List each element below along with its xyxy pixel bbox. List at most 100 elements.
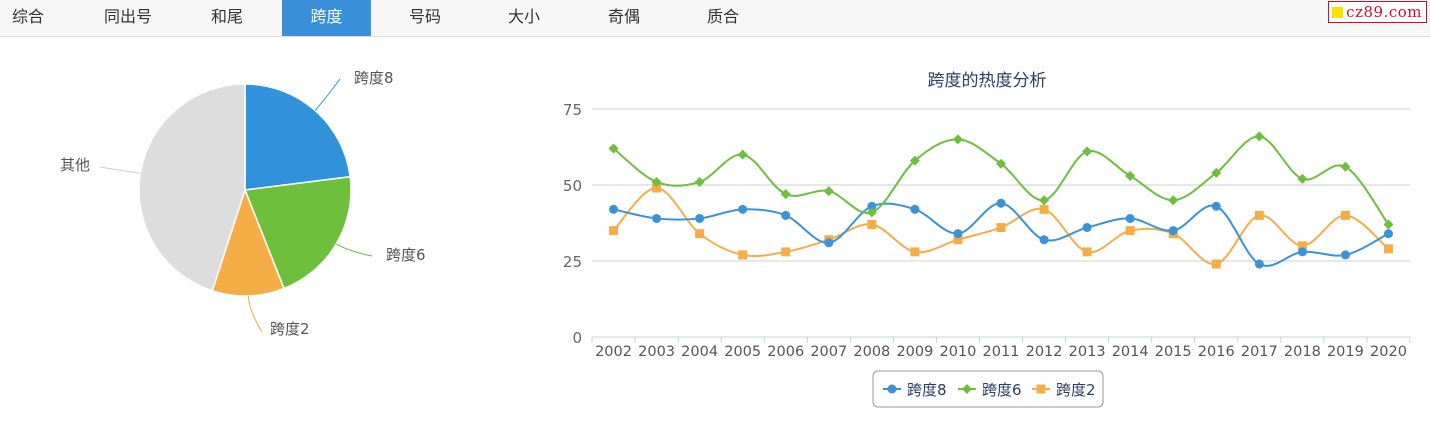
point-span2[interactable] (1039, 204, 1049, 214)
y-tick-label: 50 (563, 177, 582, 195)
legend-item-span6[interactable]: 跨度6 (958, 381, 1022, 399)
legend-item-span8[interactable]: 跨度8 (883, 381, 947, 399)
tab-sum-tail[interactable]: 和尾 (210, 7, 243, 26)
point-span6[interactable] (1254, 131, 1265, 142)
point-span8[interactable] (1168, 226, 1178, 236)
tab-same-number[interactable]: 同出号 (103, 7, 152, 26)
point-span6[interactable] (909, 155, 920, 166)
point-span2[interactable] (1340, 210, 1350, 220)
point-span2[interactable] (1125, 226, 1135, 236)
point-span8[interactable] (695, 213, 705, 223)
point-span6[interactable] (996, 158, 1006, 169)
point-span2[interactable] (738, 250, 748, 260)
point-span8[interactable] (996, 198, 1006, 208)
legend-marker-span6[interactable] (962, 384, 972, 394)
pie-slice-span8[interactable] (244, 83, 352, 191)
tab-number[interactable]: 号码 (408, 7, 441, 26)
brand-logo[interactable]: cz89.com (1328, 1, 1427, 23)
x-tick-label: 2013 (1069, 344, 1106, 360)
point-span6[interactable] (608, 143, 619, 154)
point-span8[interactable] (824, 238, 834, 248)
point-span2[interactable] (781, 247, 791, 257)
x-tick-label: 2006 (767, 344, 804, 360)
point-span2[interactable] (1383, 244, 1393, 254)
pie-connector-span8 (314, 78, 341, 111)
point-span6[interactable] (780, 189, 791, 200)
chart-title: 跨度的热度分析 (928, 71, 1047, 91)
point-span8[interactable] (609, 204, 619, 214)
legend-marker-span8[interactable] (887, 384, 897, 394)
point-span8[interactable] (652, 213, 662, 223)
point-span8[interactable] (738, 204, 748, 214)
x-tick-label: 2017 (1241, 344, 1278, 360)
x-tick-label: 2010 (939, 344, 976, 360)
point-span2[interactable] (1082, 247, 1092, 257)
pie-chart: 跨度8 跨度6 跨度2 其他 (60, 69, 426, 338)
point-span6[interactable] (952, 134, 963, 145)
x-tick-label: 2007 (810, 344, 847, 360)
tab-prime-composite[interactable]: 质合 (706, 7, 739, 26)
legend-label: 跨度8 (907, 381, 947, 399)
point-span6[interactable] (866, 207, 877, 218)
point-span2[interactable] (1211, 259, 1221, 269)
point-span8[interactable] (1340, 250, 1350, 260)
point-span2[interactable] (996, 223, 1006, 233)
x-tick-label: 2016 (1198, 344, 1235, 360)
point-span6[interactable] (1211, 167, 1222, 178)
point-span2[interactable] (609, 226, 619, 236)
point-span8[interactable] (1297, 247, 1307, 257)
pie-slice-span6[interactable] (243, 175, 352, 290)
y-tick-label: 25 (563, 253, 582, 271)
point-span6[interactable] (1297, 173, 1308, 184)
tab-big-small[interactable]: 大小 (507, 7, 540, 26)
point-span8[interactable] (1039, 235, 1049, 245)
x-tick-label: 2003 (638, 344, 675, 360)
x-tick-label: 2002 (595, 344, 632, 360)
x-tick-label: 2008 (853, 344, 890, 360)
point-span8[interactable] (1254, 259, 1264, 269)
tab-odd-even[interactable]: 奇偶 (607, 7, 640, 26)
tab-overview[interactable]: 综合 (11, 7, 44, 26)
y-tick-label: 75 (563, 101, 582, 119)
point-span2[interactable] (910, 247, 920, 257)
x-tick-label: 2015 (1155, 344, 1192, 360)
x-tick-label: 2019 (1327, 344, 1364, 360)
point-span8[interactable] (781, 210, 791, 220)
point-span6[interactable] (694, 176, 705, 187)
point-span2[interactable] (867, 220, 877, 230)
point-span6[interactable] (651, 176, 662, 187)
point-span2[interactable] (1254, 210, 1264, 220)
point-span2[interactable] (652, 183, 662, 193)
x-tick-label: 2018 (1284, 344, 1321, 360)
point-span8[interactable] (953, 229, 963, 239)
chart-legend: 跨度8 跨度6 跨度2 (872, 370, 1104, 408)
point-span6[interactable] (1383, 219, 1394, 230)
point-span2[interactable] (953, 235, 963, 245)
point-span6[interactable] (1340, 161, 1351, 172)
point-span2[interactable] (1297, 241, 1307, 251)
point-span8[interactable] (1211, 201, 1221, 211)
x-tick-label: 2004 (681, 344, 718, 360)
point-span8[interactable] (1383, 229, 1393, 239)
point-span6[interactable] (1039, 195, 1050, 206)
brand-text: cz89.com (1346, 3, 1422, 21)
legend-label: 跨度6 (982, 381, 1022, 399)
point-span8[interactable] (867, 201, 877, 211)
x-tick-label: 2009 (896, 344, 933, 360)
point-span2[interactable] (695, 229, 705, 239)
point-span6[interactable] (737, 149, 748, 160)
pie-slice-span2[interactable] (211, 187, 285, 297)
point-span6[interactable] (1125, 170, 1136, 181)
legend-marker-span2[interactable] (1036, 384, 1046, 394)
tab-span[interactable]: 跨度 (282, 0, 371, 36)
x-tick-label: 2012 (1026, 344, 1063, 360)
point-span6[interactable] (823, 186, 834, 197)
point-span8[interactable] (1125, 213, 1135, 223)
pie-slice-other[interactable] (138, 83, 246, 292)
pie-connector-span2 (247, 295, 263, 333)
point-span6[interactable] (1082, 146, 1093, 157)
legend-item-span2[interactable]: 跨度2 (1032, 381, 1096, 399)
point-span6[interactable] (1168, 195, 1179, 206)
point-span8[interactable] (1082, 223, 1092, 233)
point-span8[interactable] (910, 204, 920, 214)
